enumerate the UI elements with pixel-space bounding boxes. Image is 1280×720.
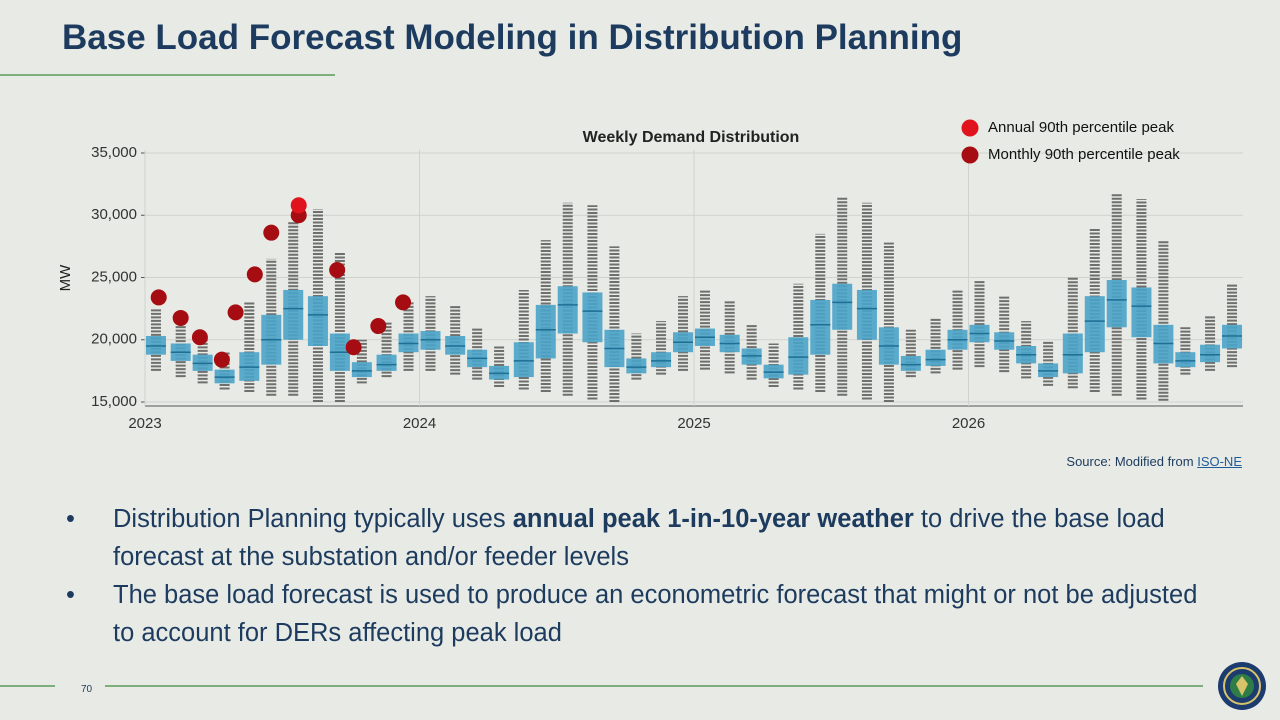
box (582, 292, 603, 343)
x-tick-label: 2026 (952, 415, 985, 432)
box (1106, 279, 1127, 328)
box (856, 289, 877, 340)
peak-marker (246, 266, 263, 283)
bullet-list: Distribution Planning typically uses ann… (60, 500, 1220, 652)
page-number: 70 (81, 684, 93, 695)
slide-title: Base Load Forecast Modeling in Distribut… (62, 18, 963, 57)
peak-marker (290, 197, 307, 214)
bullet: Distribution Planning typically uses ann… (60, 500, 1220, 576)
bullet-text: The base load forecast is used to produc… (113, 581, 1198, 647)
legend-marker (961, 146, 979, 164)
peak-marker (395, 294, 412, 311)
box (832, 283, 853, 330)
y-tick-label: 20,000 (91, 331, 137, 348)
box (788, 337, 809, 375)
box (651, 352, 672, 368)
peak-marker (150, 289, 167, 306)
box (626, 358, 647, 374)
source-link[interactable]: ISO-NE (1197, 454, 1242, 469)
y-tick-label: 35,000 (91, 144, 137, 161)
bullet-emphasis: annual peak 1-in-10-year weather (512, 505, 914, 533)
bullet-text: Distribution Planning typically uses (113, 505, 506, 533)
legend-label: Monthly 90th percentile peak (988, 146, 1180, 163)
box (376, 354, 397, 371)
box (535, 304, 556, 359)
source-note: Source: Modified from ISO-NE (1066, 454, 1242, 469)
y-tick-label: 30,000 (91, 206, 137, 223)
logo (1218, 662, 1266, 710)
x-tick-label: 2025 (677, 415, 710, 432)
peak-marker (191, 329, 208, 346)
chart-title: Weekly Demand Distribution (583, 129, 800, 146)
box (925, 349, 946, 366)
y-tick-label: 15,000 (91, 393, 137, 410)
box (1084, 296, 1105, 353)
bullet-text: to drive the base load forecast at the s… (113, 505, 1165, 571)
peak-marker (213, 351, 230, 368)
peak-marker (345, 339, 362, 356)
box (557, 286, 578, 334)
peak-marker (227, 304, 244, 321)
peak-marker (172, 309, 189, 326)
legend-marker (961, 119, 979, 137)
y-axis-label: MW (57, 264, 74, 291)
box (1200, 344, 1221, 363)
source-text: Source: Modified from (1066, 454, 1194, 469)
box (307, 296, 328, 346)
bullet: The base load forecast is used to produc… (60, 576, 1220, 652)
peak-marker (263, 224, 280, 241)
y-tick-label: 25,000 (91, 268, 137, 285)
x-tick-label: 2024 (403, 415, 436, 432)
box (351, 362, 372, 378)
legend-label: Annual 90th percentile peak (988, 119, 1174, 136)
box (1175, 352, 1196, 368)
box (1131, 287, 1152, 338)
box (810, 299, 831, 355)
box (900, 355, 921, 371)
box (513, 342, 534, 378)
box (1062, 333, 1083, 374)
box (283, 289, 304, 340)
peak-marker (329, 262, 346, 279)
x-tick-label: 2023 (128, 415, 161, 432)
peak-marker (370, 318, 387, 335)
